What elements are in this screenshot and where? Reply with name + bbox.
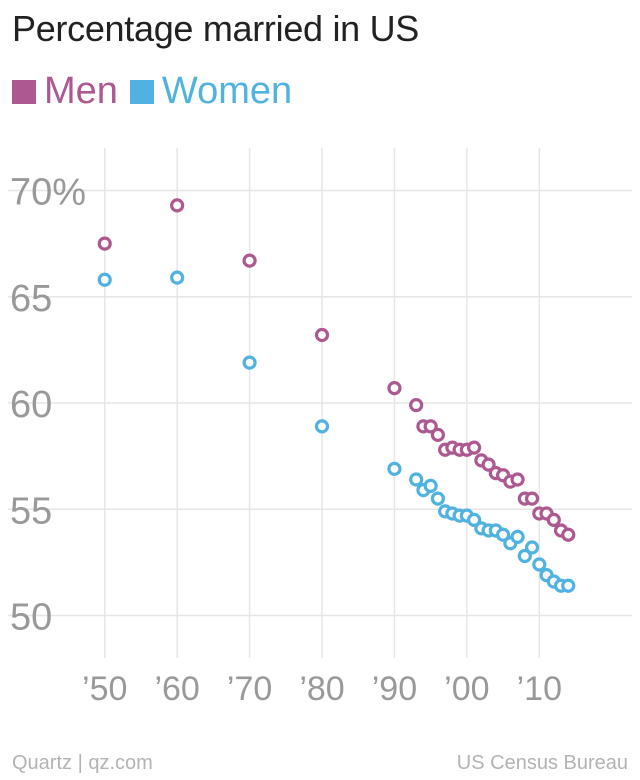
legend-label-men: Men [44, 70, 118, 112]
data-point-women [423, 478, 438, 493]
legend-swatch-men [12, 79, 36, 104]
data-point-men [242, 253, 257, 268]
data-point-men [423, 419, 438, 434]
data-point-men [524, 491, 540, 506]
data-point-women [532, 557, 547, 572]
data-point-women [495, 527, 511, 542]
data-point-women [409, 472, 424, 487]
data-point-women [510, 529, 525, 544]
x-tick-label: ’90 [372, 670, 417, 708]
data-point-women [561, 578, 576, 593]
legend-item-men: Men [12, 70, 118, 113]
x-tick-label: ’10 [517, 670, 562, 708]
data-point-women [517, 548, 532, 564]
data-point-men [97, 236, 112, 251]
data-point-women [242, 355, 257, 370]
legend-label-women: Women [161, 70, 293, 112]
chart-legend: Men Women [12, 70, 292, 113]
footer-source-right: US Census Bureau [456, 752, 628, 774]
legend-item-women: Women [129, 70, 293, 113]
data-point-women [524, 540, 540, 555]
data-point-women [387, 461, 402, 476]
data-point-men [546, 512, 561, 527]
data-point-men [387, 381, 402, 396]
y-tick-label: 70% [10, 172, 86, 214]
data-point-women [97, 272, 112, 287]
data-point-men [170, 198, 185, 213]
y-axis-ticks: 70% 65 60 55 50 [10, 172, 86, 639]
x-tick-label: ’60 [154, 670, 199, 708]
data-points [97, 198, 576, 593]
data-point-men [510, 472, 525, 487]
x-axis-ticks: ’50 ’60 ’70 ’80 ’90 ’00 ’10 [82, 670, 562, 708]
data-point-women [467, 512, 482, 527]
data-point-men [314, 327, 330, 343]
data-point-women [170, 270, 185, 285]
data-point-women [430, 491, 445, 506]
footer-source-left: Quartz | qz.com [12, 752, 153, 774]
data-point-men [467, 440, 482, 455]
y-tick-label: 55 [10, 490, 52, 532]
gridlines [8, 148, 632, 658]
x-tick-label: ’50 [82, 670, 127, 708]
data-point-men [481, 457, 496, 472]
x-tick-label: ’70 [227, 670, 272, 708]
data-point-men [561, 527, 576, 542]
y-tick-label: 50 [10, 597, 52, 639]
chart-title: Percentage married in US [12, 8, 419, 49]
data-point-men [430, 427, 445, 442]
data-point-women [314, 419, 330, 434]
y-tick-label: 65 [10, 278, 52, 320]
x-tick-label: ’80 [299, 670, 344, 708]
legend-swatch-women [129, 79, 154, 104]
y-tick-label: 60 [10, 384, 52, 426]
x-tick-label: ’00 [444, 670, 489, 708]
data-point-men [409, 398, 424, 413]
